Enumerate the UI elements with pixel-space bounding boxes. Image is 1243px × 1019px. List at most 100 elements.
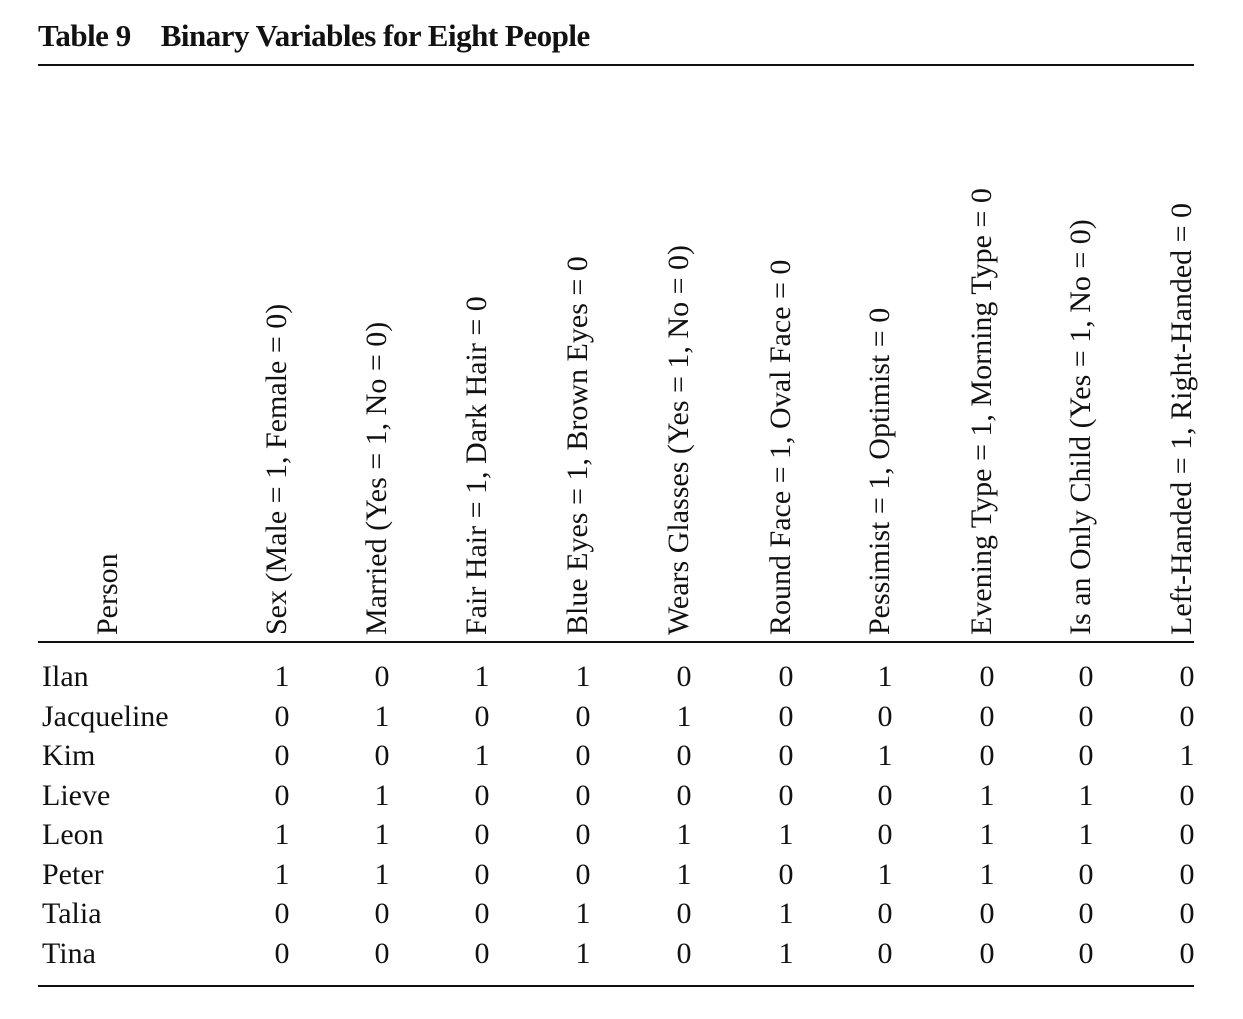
binary-value-cell: 0	[575, 699, 591, 733]
binary-value-cell: 1	[274, 857, 290, 891]
binary-value-cell: 0	[474, 778, 490, 812]
table-title: Binary Variables for Eight People	[160, 18, 591, 53]
binary-value-cell: 0	[474, 936, 490, 970]
column-header-label: Left-Handed = 1, Right-Handed = 0	[1165, 202, 1198, 635]
column-header-label: Evening Type = 1, Morning Type = 0	[965, 188, 998, 635]
binary-value-cell: 0	[1179, 778, 1195, 812]
table-number: Table 9	[38, 18, 131, 53]
column-header-label: Is an Only Child (Yes = 1, No = 0)	[1064, 219, 1097, 635]
binary-value-cell: 0	[1078, 857, 1094, 891]
bottom-rule	[38, 985, 1194, 987]
person-name-cell: Jacqueline	[42, 699, 169, 733]
binary-value-cell: 1	[778, 936, 794, 970]
binary-value-cell: 0	[1078, 660, 1094, 693]
binary-value-cell: 1	[474, 660, 490, 693]
binary-value-cell: 0	[575, 818, 591, 851]
binary-value-cell: 0	[274, 699, 290, 733]
binary-value-cell: 0	[877, 936, 893, 970]
binary-value-cell: 0	[575, 857, 591, 891]
binary-value-cell: 0	[1078, 897, 1094, 930]
binary-value-cell: 0	[1179, 936, 1195, 970]
table-row: Kim 0 0 1 0 0 0 1 0 0 1	[0, 736, 1243, 775]
column-header-label: Blue Eyes = 1, Brown Eyes = 0	[561, 256, 594, 635]
binary-value-cell: 0	[374, 739, 390, 772]
binary-value-cell: 0	[877, 699, 893, 733]
binary-value-cell: 1	[374, 857, 390, 891]
column-header-label: Person	[91, 553, 124, 635]
binary-value-cell: 1	[575, 936, 591, 970]
binary-value-cell: 0	[778, 660, 794, 693]
person-name-cell: Talia	[42, 897, 102, 930]
table-row: Talia 0 0 0 1 0 1 0 0 0 0	[0, 894, 1243, 933]
binary-value-cell: 0	[1078, 739, 1094, 772]
binary-value-cell: 1	[474, 739, 490, 772]
binary-value-cell: 0	[274, 936, 290, 970]
binary-value-cell: 1	[877, 739, 893, 772]
binary-value-cell: 0	[1078, 699, 1094, 733]
binary-value-cell: 1	[575, 660, 591, 693]
table-row: Ilan 1 0 1 1 0 0 1 0 0 0	[0, 657, 1243, 696]
binary-value-cell: 0	[778, 778, 794, 812]
binary-value-cell: 0	[676, 936, 692, 970]
binary-value-cell: 0	[877, 818, 893, 851]
binary-value-cell: 1	[575, 897, 591, 930]
top-rule	[38, 64, 1194, 66]
binary-value-cell: 1	[979, 778, 995, 812]
column-header-label: Pessimist = 1, Optimist = 0	[863, 307, 896, 635]
binary-value-cell: 1	[374, 818, 390, 851]
binary-value-cell: 0	[979, 660, 995, 693]
binary-value-cell: 1	[274, 660, 290, 693]
binary-value-cell: 1	[274, 818, 290, 851]
column-header-label: Married (Yes = 1, No = 0)	[360, 321, 393, 635]
table-caption: Table 9 Binary Variables for Eight People	[38, 18, 590, 54]
binary-value-cell: 0	[778, 739, 794, 772]
binary-value-cell: 1	[676, 857, 692, 891]
binary-value-cell: 1	[1078, 778, 1094, 812]
binary-value-cell: 0	[1179, 660, 1195, 693]
person-name-cell: Leon	[42, 818, 104, 851]
binary-value-cell: 0	[877, 778, 893, 812]
binary-value-cell: 1	[778, 897, 794, 930]
binary-value-cell: 0	[676, 660, 692, 693]
binary-value-cell: 1	[1078, 818, 1094, 851]
binary-value-cell: 0	[979, 699, 995, 733]
table-row: Tina 0 0 0 1 0 1 0 0 0 0	[0, 934, 1243, 973]
binary-value-cell: 0	[1078, 936, 1094, 970]
binary-value-cell: 0	[274, 778, 290, 812]
binary-value-cell: 0	[374, 660, 390, 693]
binary-value-cell: 0	[374, 936, 390, 970]
binary-value-cell: 0	[274, 897, 290, 930]
binary-value-cell: 1	[676, 699, 692, 733]
column-header-label: Round Face = 1, Oval Face = 0	[764, 259, 797, 635]
table-row: Leon 1 1 0 0 1 1 0 1 1 0	[0, 815, 1243, 854]
binary-value-cell: 0	[474, 818, 490, 851]
binary-value-cell: 0	[979, 897, 995, 930]
person-name-cell: Kim	[42, 739, 96, 772]
binary-value-cell: 1	[877, 660, 893, 693]
binary-value-cell: 1	[1179, 739, 1195, 772]
person-name-cell: Lieve	[42, 778, 111, 812]
binary-value-cell: 0	[1179, 897, 1195, 930]
binary-value-cell: 0	[676, 778, 692, 812]
person-name-cell: Peter	[42, 857, 104, 891]
binary-value-cell: 0	[274, 739, 290, 772]
binary-value-cell: 0	[778, 857, 794, 891]
table-row: Lieve 0 1 0 0 0 0 0 1 1 0	[0, 776, 1243, 815]
binary-value-cell: 1	[374, 699, 390, 733]
binary-value-cell: 0	[979, 936, 995, 970]
binary-value-cell: 0	[474, 699, 490, 733]
binary-value-cell: 1	[877, 857, 893, 891]
binary-value-cell: 0	[474, 897, 490, 930]
binary-value-cell: 0	[474, 857, 490, 891]
binary-value-cell: 0	[1179, 857, 1195, 891]
binary-value-cell: 0	[575, 739, 591, 772]
header-rule	[38, 641, 1194, 643]
column-header-label: Wears Glasses (Yes = 1, No = 0)	[662, 245, 695, 635]
binary-value-cell: 0	[979, 739, 995, 772]
binary-value-cell: 0	[676, 897, 692, 930]
column-header-label: Sex (Male = 1, Female = 0)	[260, 303, 293, 635]
person-name-cell: Ilan	[42, 660, 89, 693]
binary-value-cell: 0	[575, 778, 591, 812]
binary-value-cell: 1	[979, 818, 995, 851]
binary-value-cell: 1	[676, 818, 692, 851]
